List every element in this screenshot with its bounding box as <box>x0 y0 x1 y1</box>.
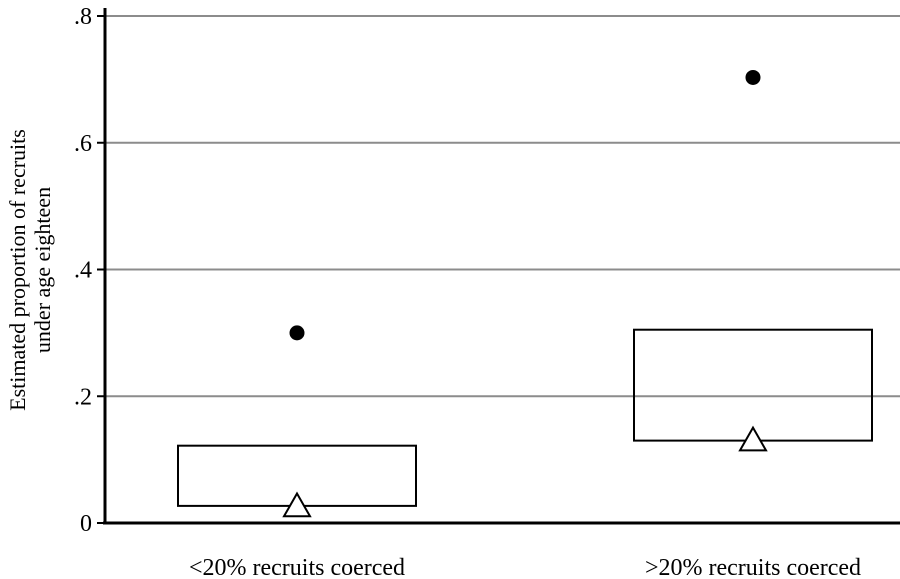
y-axis-label-line-1: Estimated proportion of recruits <box>5 129 30 411</box>
box-1 <box>633 328 873 442</box>
category-label-1: >20% recruits coerced <box>645 555 861 579</box>
y-tick-label-0: 0 <box>80 511 92 537</box>
gridlines <box>105 15 900 398</box>
dot-marker-1 <box>745 69 761 85</box>
y-tick-label-2: .4 <box>74 258 92 284</box>
axes <box>103 8 900 525</box>
dot-marker-0 <box>289 325 305 341</box>
triangle-marker-0 <box>282 491 312 518</box>
y-tick-label-3: .6 <box>74 131 92 157</box>
boxes <box>177 328 873 507</box>
markers <box>282 69 768 518</box>
y-tick-label-1: .2 <box>74 384 92 410</box>
y-axis-label-line-2: under age eighteen <box>30 187 55 353</box>
y-ticks: 0 .2 .4 .6 .8 <box>74 4 105 537</box>
y-axis-label: Estimated proportion of recruits under a… <box>5 129 55 411</box>
x-categories: <20% recruits coerced >20% recruits coerc… <box>189 555 861 579</box>
y-tick-label-4: .8 <box>74 4 92 30</box>
category-label-0: <20% recruits coerced <box>189 555 405 579</box>
triangle-marker-1 <box>738 425 768 452</box>
